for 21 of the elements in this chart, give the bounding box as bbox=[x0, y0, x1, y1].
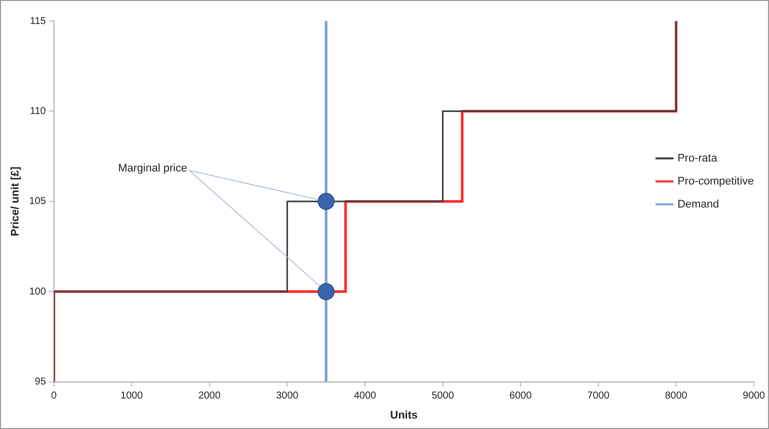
legend-label: Demand bbox=[677, 198, 720, 210]
x-axis-title: Units bbox=[390, 409, 418, 422]
annotation: Marginal price bbox=[118, 162, 188, 174]
x-tick-label: 5000 bbox=[432, 390, 454, 402]
y-tick-label: 100 bbox=[29, 286, 46, 298]
y-tick-label: 115 bbox=[30, 16, 46, 27]
y-tick-label: 95 bbox=[34, 376, 46, 388]
legend-label: Pro-rata bbox=[677, 152, 718, 164]
x-tick-label: 2000 bbox=[198, 390, 221, 402]
y-axis-title: Price/ unit [£] bbox=[10, 166, 22, 236]
y-tick-label: 110 bbox=[30, 106, 46, 117]
x-tick-label: 9000 bbox=[742, 390, 766, 402]
y-tick-label: 105 bbox=[29, 196, 46, 208]
legend-label: Pro-competitive bbox=[677, 175, 754, 188]
x-tick-label: 4000 bbox=[354, 390, 377, 402]
x-tick-label: 7000 bbox=[587, 390, 610, 402]
x-tick-label: 3000 bbox=[276, 390, 299, 402]
x-tick-label: 0 bbox=[51, 390, 58, 402]
x-tick-label: 6000 bbox=[509, 390, 532, 402]
x-tick-label: 8000 bbox=[664, 390, 688, 402]
x-tick-label: 1000 bbox=[120, 390, 144, 402]
